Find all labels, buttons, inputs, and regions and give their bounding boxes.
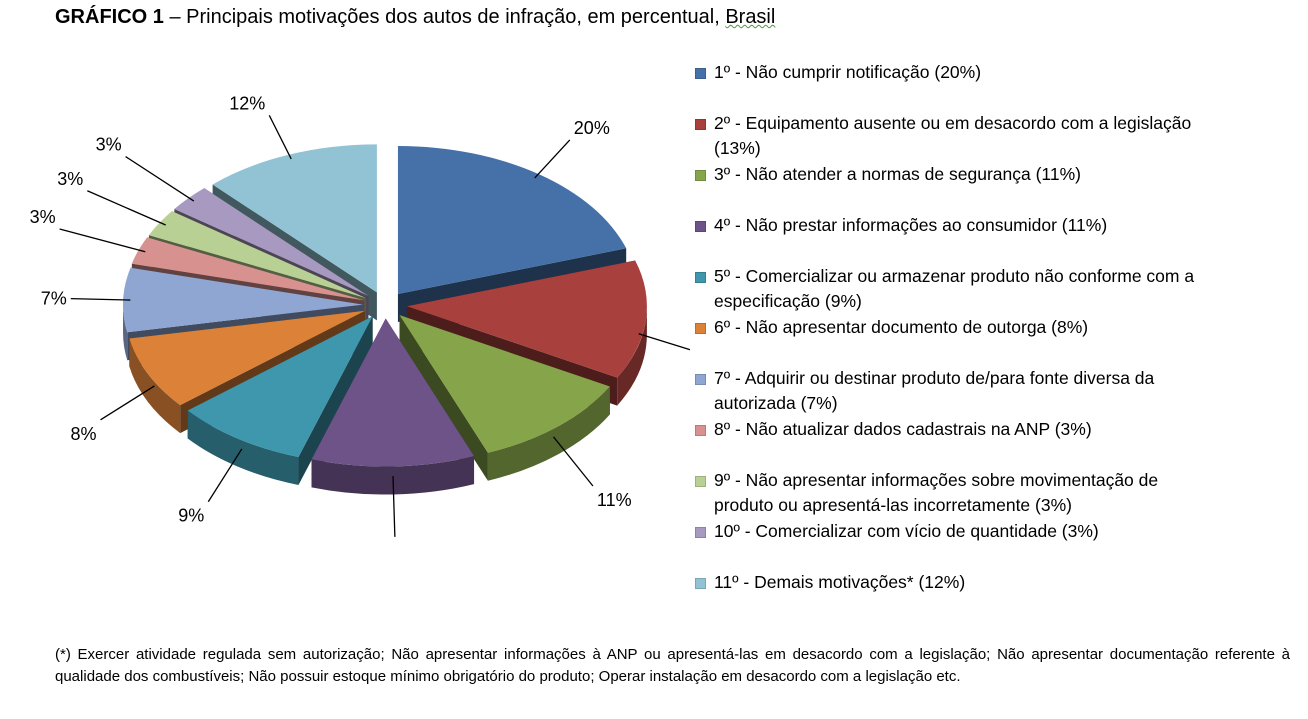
pie-slice-rim — [617, 306, 647, 406]
pie-slice — [399, 315, 610, 453]
legend-label: 3º - Não atender a normas de segurança (… — [714, 164, 1081, 184]
pie-slice — [129, 310, 366, 406]
legend-item: 6º - Não apresentar documento de outorga… — [695, 315, 1195, 340]
legend-swatch — [695, 476, 706, 487]
pie-slice — [148, 211, 367, 299]
legend-label: 4º - Não prestar informações ao consumid… — [714, 215, 1108, 235]
pie-slice — [406, 260, 647, 378]
pie-leader-line — [268, 115, 292, 160]
pie-leader-line — [552, 436, 594, 487]
legend-item: 2º - Equipamento ausente ou em desacordo… — [695, 111, 1195, 161]
legend-label: 11º - Demais motivações* (12%) — [714, 572, 966, 592]
legend-item: 4º - Não prestar informações ao consumid… — [695, 213, 1195, 238]
pie-data-label: 3% — [30, 207, 56, 227]
pie-leader-line — [392, 476, 396, 537]
pie-slice — [174, 188, 369, 297]
legend-swatch — [695, 272, 706, 283]
legend-swatch — [695, 578, 706, 589]
legend-label: 7º - Adquirir ou destinar produto de/par… — [714, 368, 1155, 413]
chart-title: GRÁFICO 1 – Principais motivações dos au… — [55, 6, 775, 29]
legend-item: 7º - Adquirir ou destinar produto de/par… — [695, 366, 1195, 416]
legend-item: 3º - Não atender a normas de segurança (… — [695, 162, 1195, 187]
pie-slice-rim — [187, 410, 299, 485]
legend-swatch — [695, 374, 706, 385]
pie-slice-wall — [298, 316, 373, 485]
legend-swatch — [695, 323, 706, 334]
legend-label: 10º - Comercializar com vício de quantid… — [714, 521, 1099, 541]
pie-data-label: 3% — [96, 135, 122, 155]
pie-leader-lines — [59, 115, 690, 537]
pie-slice — [397, 146, 627, 295]
pie-leader-line — [207, 448, 243, 503]
pie-leader-line — [70, 297, 131, 301]
pie-leader-line — [534, 139, 571, 179]
pie-slice — [311, 318, 475, 467]
pie-slice — [212, 144, 377, 293]
pie-chart: 20%13%11%11%9%8%7%3%3%3%12% — [30, 93, 690, 537]
legend-swatch — [695, 425, 706, 436]
legend-item: 8º - Não atualizar dados cadastrais na A… — [695, 417, 1195, 442]
footnote: (*) Exercer atividade regulada sem autor… — [55, 646, 1290, 685]
pie-slice-rim — [311, 456, 475, 495]
legend-swatch — [695, 119, 706, 130]
pie-tops — [123, 144, 647, 467]
legend-label: 8º - Não atualizar dados cadastrais na A… — [714, 419, 1092, 439]
chart-title-text: – Principais motivações dos autos de inf… — [163, 6, 726, 28]
legend-item: 1º - Não cumprir notificação (20%) — [695, 60, 1195, 85]
pie-data-label: 3% — [57, 169, 83, 189]
pie-data-label: 12% — [229, 93, 265, 113]
pie-leader-line — [59, 228, 146, 253]
pie-data-label: 20% — [574, 118, 610, 138]
pie-slice-rim — [129, 338, 181, 434]
chart-title-country: Brasil — [725, 6, 776, 28]
pie-leader-line — [87, 190, 166, 226]
legend-item: 10º - Comercializar com vício de quantid… — [695, 519, 1195, 544]
legend-item: 9º - Não apresentar informações sobre mo… — [695, 468, 1195, 518]
pie-data-label: 11% — [597, 490, 632, 510]
legend-item: 11º - Demais motivações* (12%) — [695, 570, 1195, 595]
legend-label: 9º - Não apresentar informações sobre mo… — [714, 470, 1159, 515]
pie-leader-line — [125, 156, 195, 202]
pie-slice — [187, 316, 373, 457]
pie-data-labels: 20%13%11%11%9%8%7%3%3%3%12% — [30, 93, 632, 526]
legend-swatch — [695, 68, 706, 79]
pie-data-label: 7% — [41, 289, 67, 309]
pie-data-label: 8% — [71, 424, 97, 444]
pie-slice — [123, 267, 364, 333]
chart-title-prefix: GRÁFICO 1 — [55, 6, 164, 28]
pie-slice-rim — [487, 386, 610, 481]
pie-leader-line — [638, 333, 690, 351]
pie-leader-line — [100, 385, 155, 421]
pie-slice-rim — [123, 304, 128, 361]
legend-item: 5º - Comercializar ou armazenar produto … — [695, 264, 1195, 314]
legend-label: 5º - Comercializar ou armazenar produto … — [714, 266, 1195, 311]
pie-slice-wall — [399, 315, 488, 481]
legend-label: 6º - Não apresentar documento de outorga… — [714, 317, 1089, 337]
legend-label: 1º - Não cumprir notificação (20%) — [714, 62, 982, 82]
legend-swatch — [695, 221, 706, 232]
pie-slice — [131, 237, 365, 301]
legend-swatch — [695, 527, 706, 538]
pie-data-label: 9% — [178, 506, 204, 526]
legend-label: 2º - Equipamento ausente ou em desacordo… — [714, 113, 1192, 158]
legend-swatch — [695, 170, 706, 181]
